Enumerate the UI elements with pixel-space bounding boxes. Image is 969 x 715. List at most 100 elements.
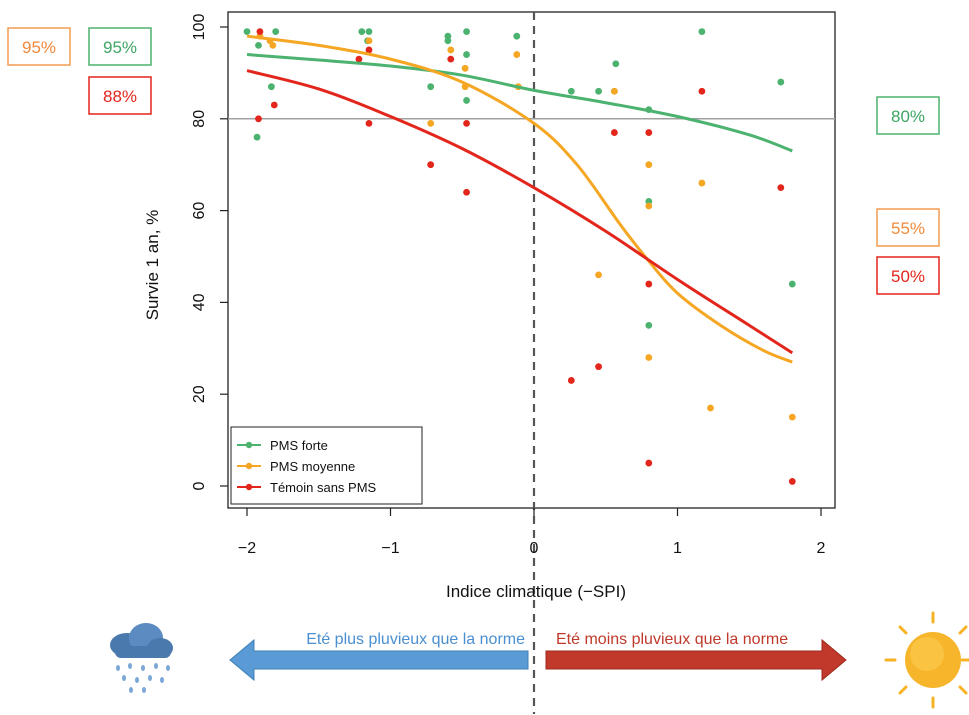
callout-left-orange-text: 95% [22,38,56,57]
fit-curve-series-1 [246,34,793,364]
sun-icon [884,611,969,709]
point-series-1 [447,46,455,54]
callout-right-orange: 55% [876,208,940,247]
point-series-1 [610,87,618,95]
y-tick-label: 20 [191,385,208,403]
point-series-2 [645,280,653,288]
point-series-2 [355,55,363,63]
point-series-2 [567,377,575,384]
arrow-right-shape [545,638,847,682]
fit-curve-series-0 [246,53,793,153]
x-tick-label: 2 [817,540,826,557]
callout-right-red: 50% [876,256,940,295]
x-tick-label: −1 [381,540,399,557]
point-series-0 [463,28,470,35]
point-series-0 [427,83,435,91]
point-series-2 [698,87,706,95]
legend-marker-temoin [245,483,253,491]
point-series-0 [463,97,470,104]
y-tick-label: 80 [191,110,208,128]
plot-frame [227,11,836,509]
arrow-right-label: Eté moins pluvieux que la norme [556,631,788,648]
legend-marker-forte [245,441,253,449]
point-series-2 [270,101,278,109]
point-series-1 [707,404,714,412]
point-series-0 [253,133,261,141]
callout-right-green: 80% [876,96,940,135]
point-series-2 [256,28,264,35]
legend-box [230,426,423,505]
point-series-2 [777,184,785,192]
point-series-0 [513,32,521,40]
point-series-0 [463,51,470,58]
x-axis-title: Indice climatique (−SPI) [446,582,626,601]
point-series-1 [513,51,521,58]
point-series-0 [365,28,373,35]
x-tick-label: −2 [238,540,256,557]
callout-left-orange: 95% [7,27,71,66]
point-series-1 [365,37,373,45]
callout-left-red: 88% [88,76,152,115]
fit-curve-series-2 [246,69,794,355]
y-tick-label: 40 [191,293,208,311]
point-series-1 [461,64,469,72]
callout-right-orange-text: 55% [891,219,925,238]
point-series-1 [645,354,653,361]
point-series-0 [255,41,262,49]
legend: PMS forte PMS moyenne Témoin sans PMS [230,426,423,505]
callout-left-green-text: 95% [103,38,137,57]
x-tick-label: 1 [673,540,682,557]
point-series-0 [645,321,653,329]
arrow-right-drier: Eté moins pluvieux que la norme [545,631,847,682]
y-tick-label: 0 [191,481,208,490]
point-series-0 [243,28,251,35]
arrow-left-label: Eté plus pluvieux que la norme [306,631,525,648]
x-tick-label: 0 [530,540,539,557]
point-series-2 [463,119,470,127]
legend-label-forte: PMS forte [270,438,328,453]
point-series-1 [269,41,277,49]
point-series-1 [645,202,653,210]
point-series-1 [645,161,653,169]
point-series-0 [267,83,275,91]
point-series-2 [365,119,373,127]
point-series-1 [698,179,706,187]
point-series-1 [788,413,796,421]
legend-marker-moyenne [245,462,253,470]
legend-label-moyenne: PMS moyenne [270,459,355,474]
point-series-2 [645,129,653,136]
point-series-0 [595,87,602,95]
point-series-0 [567,87,575,95]
point-series-2 [463,188,470,196]
callout-right-green-text: 80% [891,107,925,126]
point-series-2 [447,55,455,63]
arrow-left-shape [229,638,529,682]
callout-right-red-text: 50% [891,267,925,286]
callout-left-green: 95% [88,27,152,66]
point-series-0 [272,28,280,35]
point-series-0 [444,37,452,45]
point-series-2 [365,46,373,54]
point-series-0 [698,28,706,35]
legend-label-temoin: Témoin sans PMS [270,480,377,495]
arrow-left-wetter: Eté plus pluvieux que la norme [229,631,529,682]
y-tick-label: 100 [191,14,208,41]
point-series-2 [427,161,435,169]
point-series-2 [595,363,602,371]
point-series-0 [612,60,620,68]
callout-left-red-text: 88% [103,87,137,106]
point-series-1 [427,119,435,127]
rain-cloud-icon [110,623,173,693]
point-series-0 [777,78,785,86]
point-series-1 [595,271,602,279]
y-tick-label: 60 [191,202,208,220]
y-axis-title: Survie 1 an, % [143,210,162,321]
point-series-2 [645,459,653,467]
point-series-0 [788,280,796,288]
point-series-0 [358,28,366,35]
point-series-2 [610,129,618,136]
point-series-2 [788,478,796,485]
point-series-2 [255,115,262,123]
